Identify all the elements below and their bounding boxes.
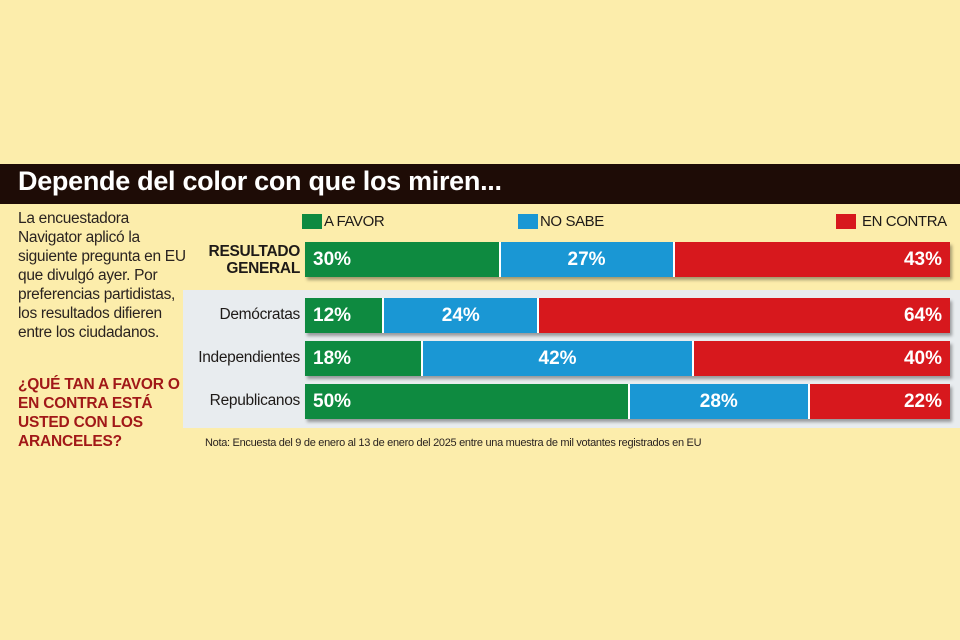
row-label-line: RESULTADO [208,243,301,260]
legend-label-a-favor: A FAVOR [324,212,385,230]
row-label-line: GENERAL [226,260,300,277]
bar-segment-en-contra: 22% [808,384,950,419]
legend-label-no-sabe: NO SABE [540,212,604,230]
data-label: 43% [903,248,942,270]
data-label: 24% [441,304,480,326]
bar-segment-a-favor: 18% [305,341,422,376]
legend-swatch-no-sabe [518,213,538,229]
title-bar: Depende del color con que los miren... [0,164,960,204]
stacked-bar: 12% 24% 64% [305,298,950,333]
bar-segment-no-sabe: 27% [498,242,673,277]
legend-label-en-contra: EN CONTRA [862,212,947,230]
stacked-bar: 18% 42% 40% [305,341,950,376]
bar-segment-en-contra: 43% [672,242,950,277]
bar-segment-no-sabe: 24% [382,298,538,333]
bar-segment-no-sabe: 42% [421,341,692,376]
bar-segment-a-favor: 50% [305,384,628,419]
data-label: 64% [903,304,942,326]
bar-segment-a-favor: 30% [305,242,499,277]
bar-segment-en-contra: 40% [691,341,950,376]
row-label: RESULTADO GENERAL [208,243,301,277]
data-label: 12% [313,304,352,326]
stacked-bar: 30% 27% 43% [305,242,950,277]
legend-item-en-contra: EN CONTRA [836,212,947,230]
data-label: 22% [903,390,942,412]
bar-segment-a-favor: 12% [305,298,383,333]
bar-segment-en-contra: 64% [537,298,950,333]
survey-question: ¿QUÉ TAN A FAVOR O EN CONTRA ESTÁ USTED … [18,376,180,450]
chart-title: Depende del color con que los miren... [18,166,502,196]
data-label: 18% [313,347,352,369]
data-label: 27% [567,248,606,270]
footnote: Nota: Encuesta del 9 de enero al 13 de e… [205,437,702,449]
legend-item-a-favor: A FAVOR [302,212,385,230]
bar-segment-no-sabe: 28% [627,384,809,419]
row-label: Independientes [198,349,300,366]
data-label: 40% [903,347,942,369]
data-label: 50% [313,390,352,412]
data-label: 30% [313,248,352,270]
stacked-bar: 50% 28% 22% [305,384,950,419]
legend-swatch-a-favor [302,213,322,229]
intro-text: La encuestadora Navigator aplicó la sigu… [18,210,186,341]
legend-swatch-en-contra [836,213,856,229]
row-label: Demócratas [219,306,300,323]
legend-item-no-sabe: NO SABE [518,212,604,230]
row-label: Republicanos [209,392,301,409]
data-label: 42% [538,347,577,369]
data-label: 28% [699,390,738,412]
